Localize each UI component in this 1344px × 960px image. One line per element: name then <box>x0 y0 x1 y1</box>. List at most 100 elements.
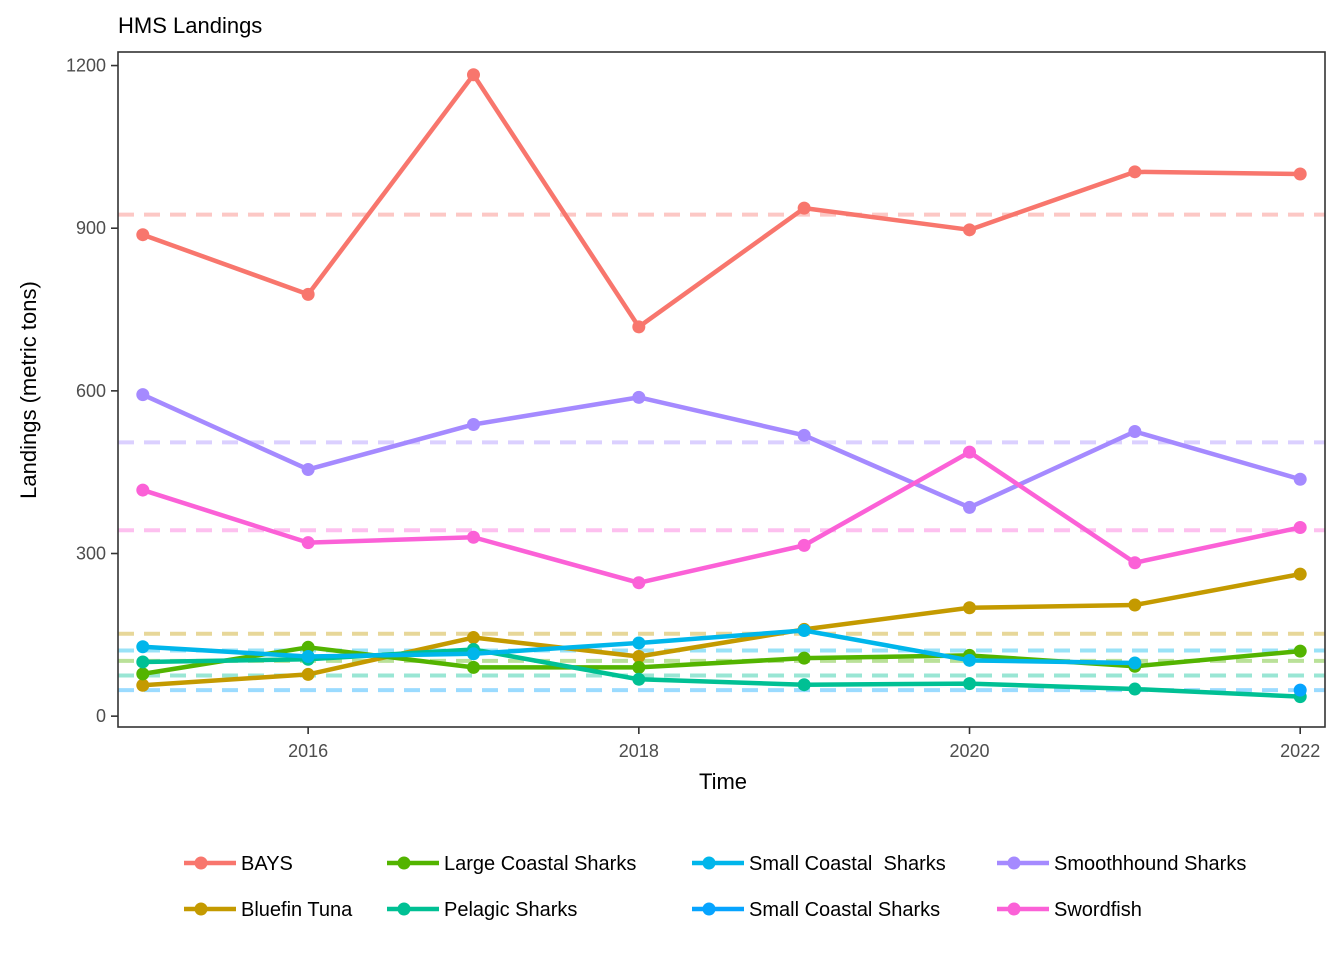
data-point-bluefin-tuna <box>136 678 150 692</box>
legend-item-smoothhound-sharks: Smoothhound Sharks <box>997 853 1246 875</box>
data-point-smoothhound-sharks <box>301 462 315 476</box>
data-point-bluefin-tuna <box>963 601 977 615</box>
chart-title: HMS Landings <box>118 13 262 38</box>
data-point-bays <box>797 201 811 215</box>
data-point-small-coastal-sharks <box>632 636 646 650</box>
legend: BAYS Bluefin Tuna Large Coastal Sharks Pela… <box>184 853 1246 921</box>
data-point-pelagic-sharks <box>1128 682 1142 696</box>
data-point-pelagic-sharks <box>797 678 811 692</box>
data-point-large-coastal-sharks <box>466 660 480 674</box>
data-point-bluefin-tuna <box>301 667 315 681</box>
data-point-smoothhound-sharks <box>1128 425 1142 439</box>
data-point-smoothhound-sharks <box>136 388 150 402</box>
legend-key-point <box>702 902 716 916</box>
data-point-swordfish <box>797 538 811 552</box>
data-point-bays <box>963 223 977 237</box>
series-line-swordfish <box>142 449 1301 586</box>
y-tick-label: 600 <box>76 381 106 401</box>
series-swordfish <box>136 445 1307 590</box>
legend-label: Small Coastal Sharks <box>749 853 946 875</box>
legend-item-pelagic-sharks: Pelagic Sharks <box>387 899 577 921</box>
series-bays <box>136 68 1307 334</box>
x-tick-label: 2016 <box>288 741 328 761</box>
data-point-bluefin-tuna <box>1128 598 1142 612</box>
series-bluefin-tuna <box>136 567 1307 692</box>
series-smoothhound-sharks <box>136 388 1307 514</box>
y-tick-label: 900 <box>76 218 106 238</box>
x-axis: 2016 2018 2020 2022 <box>288 727 1320 761</box>
series-line-bluefin-tuna <box>142 571 1301 688</box>
legend-label: Large Coastal Sharks <box>444 853 636 875</box>
data-point-small-coastal-sharks <box>136 640 150 654</box>
data-point-bays <box>136 228 150 242</box>
data-point-large-coastal-sharks <box>136 667 150 681</box>
x-tick-label: 2022 <box>1280 741 1320 761</box>
data-point-swordfish <box>963 445 977 459</box>
data-point-bays <box>1293 167 1307 181</box>
series-line-smoothhound-sharks <box>141 392 1301 510</box>
legend-label: Small Coastal Sharks <box>749 899 940 921</box>
data-point-swordfish <box>466 530 480 544</box>
legend-item-large-coastal-sharks: Large Coastal Sharks <box>387 853 636 875</box>
data-point-bays <box>632 320 646 334</box>
x-tick-label: 2018 <box>619 741 659 761</box>
legend-key-point <box>397 856 411 870</box>
data-point-small-coastal-sharks <box>1293 683 1307 697</box>
legend-key-point <box>194 902 208 916</box>
y-tick-label: 0 <box>96 706 106 726</box>
data-point-swordfish <box>632 576 646 590</box>
legend-item-small-coastal-sharks: Small Coastal Sharks <box>692 853 946 875</box>
data-point-large-coastal-sharks <box>797 651 811 665</box>
data-point-smoothhound-sharks <box>1293 472 1307 486</box>
panel-border <box>117 51 1326 728</box>
legend-item-small-coastal-sharks: Small Coastal Sharks <box>692 899 940 921</box>
legend-key-point <box>1007 902 1021 916</box>
series-small-coastal-sharks <box>1293 683 1307 697</box>
data-point-large-coastal-sharks <box>301 640 315 654</box>
y-axis-title: Landings (metric tons) <box>16 281 41 499</box>
legend-key-point <box>1007 856 1021 870</box>
data-point-swordfish <box>1293 520 1307 534</box>
legend-label: Smoothhound Sharks <box>1054 853 1246 875</box>
data-point-large-coastal-sharks <box>632 660 646 674</box>
series-small-coastal-sharks <box>136 623 1142 670</box>
x-tick-label: 2020 <box>949 741 989 761</box>
legend-item-bluefin-tuna: Bluefin Tuna <box>184 899 353 921</box>
legend-key-point <box>397 902 411 916</box>
legend-label: Bluefin Tuna <box>241 899 353 921</box>
legend-item-swordfish: Swordfish <box>997 899 1142 921</box>
data-point-swordfish <box>1128 556 1142 570</box>
data-point-swordfish <box>136 483 150 497</box>
data-point-smoothhound-sharks <box>963 500 977 514</box>
data-point-bays <box>1128 165 1142 179</box>
x-axis-title: Time <box>699 769 747 794</box>
data-point-small-coastal-sharks <box>1128 656 1142 670</box>
data-point-bays <box>466 68 480 82</box>
data-point-small-coastal-sharks <box>963 653 977 667</box>
data-point-small-coastal-sharks <box>466 647 480 661</box>
data-point-smoothhound-sharks <box>632 390 646 404</box>
data-point-bluefin-tuna <box>1293 567 1307 581</box>
data-point-pelagic-sharks <box>136 655 150 669</box>
plot-area <box>118 68 1325 704</box>
data-point-pelagic-sharks <box>632 672 646 686</box>
legend-label: Pelagic Sharks <box>444 899 577 921</box>
legend-label: Swordfish <box>1054 899 1142 921</box>
data-point-large-coastal-sharks <box>1293 644 1307 658</box>
data-point-bluefin-tuna <box>632 650 646 664</box>
legend-key-point <box>194 856 208 870</box>
data-point-smoothhound-sharks <box>466 417 480 431</box>
legend-item-bays: BAYS <box>184 853 293 875</box>
y-axis: 0 300 600 900 1200 <box>66 56 118 726</box>
y-tick-label: 1200 <box>66 56 106 76</box>
data-point-small-coastal-sharks <box>301 650 315 664</box>
data-point-bluefin-tuna <box>466 631 480 645</box>
data-point-small-coastal-sharks <box>797 623 811 637</box>
data-point-pelagic-sharks <box>963 677 977 691</box>
legend-key-point <box>702 856 716 870</box>
data-point-swordfish <box>301 536 315 550</box>
data-point-bays <box>301 287 315 301</box>
series-line-bays <box>142 72 1301 330</box>
y-tick-label: 300 <box>76 544 106 564</box>
